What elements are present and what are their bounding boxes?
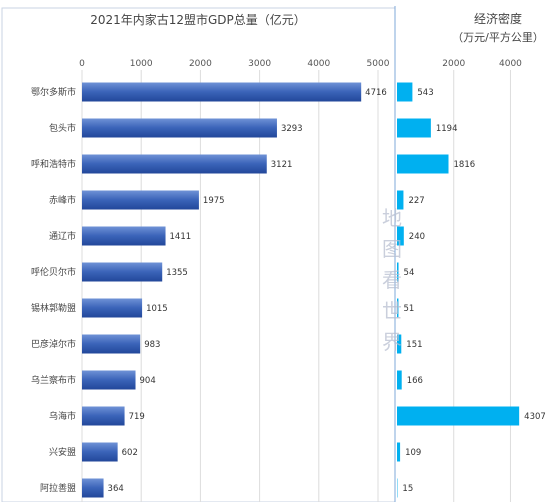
gdp-x-tick-label: 1000 bbox=[130, 59, 153, 69]
gdp-chart-panel: 2021年内家古12盟市GDP总量（亿元） 0 1000 2000 3000 4000 50… bbox=[1, 6, 396, 502]
watermark-char: 看 bbox=[382, 268, 402, 292]
density-data-label: 240 bbox=[409, 232, 425, 242]
gdp-data-label: 1015 bbox=[146, 304, 168, 314]
watermark-char: 图 bbox=[382, 237, 402, 261]
gdp-x-tick-label: 0 bbox=[79, 59, 85, 69]
gdp-bar bbox=[82, 298, 143, 318]
watermark-char: 地 bbox=[382, 206, 402, 230]
watermark-char: 界 bbox=[382, 330, 402, 354]
gdp-data-label: 904 bbox=[140, 376, 156, 386]
gdp-x-tick-label: 4000 bbox=[307, 59, 330, 69]
density-data-label: 151 bbox=[406, 340, 422, 350]
density-data-label: 1194 bbox=[436, 124, 458, 134]
gdp-category-label: 赤峰市 bbox=[49, 194, 76, 206]
density-bar bbox=[397, 370, 402, 390]
gdp-category-label: 呼伦贝尔市 bbox=[31, 266, 76, 278]
density-bar bbox=[397, 154, 449, 174]
gdp-bar bbox=[82, 478, 104, 498]
density-data-label: 227 bbox=[408, 196, 424, 206]
gdp-category-label: 巴彦淖尔市 bbox=[31, 338, 76, 350]
gdp-panel-border bbox=[1, 7, 396, 502]
gdp-data-label: 1975 bbox=[203, 196, 225, 206]
density-bar bbox=[397, 226, 404, 246]
density-bar bbox=[397, 406, 520, 426]
gdp-category-label: 通辽市 bbox=[49, 230, 76, 242]
density-bar bbox=[397, 118, 431, 138]
gdp-data-label: 1355 bbox=[166, 268, 188, 278]
gdp-data-label: 3293 bbox=[281, 124, 303, 134]
density-bar bbox=[397, 262, 399, 282]
density-data-label: 15 bbox=[402, 484, 413, 494]
density-x-tick-label: 4000 bbox=[499, 59, 522, 69]
density-x-tick-label: 2000 bbox=[442, 59, 465, 69]
gdp-category-label: 乌海市 bbox=[49, 410, 76, 422]
density-bar bbox=[397, 190, 404, 210]
gdp-x-tick-label: 2000 bbox=[189, 59, 212, 69]
gdp-data-label: 719 bbox=[129, 412, 145, 422]
gdp-bar bbox=[82, 370, 136, 390]
gdp-bar bbox=[82, 334, 141, 354]
density-data-label: 543 bbox=[417, 88, 433, 98]
density-bar bbox=[397, 82, 413, 102]
density-data-label: 51 bbox=[403, 304, 414, 314]
density-bar bbox=[397, 298, 399, 318]
gdp-bar bbox=[82, 406, 125, 426]
gdp-data-label: 1411 bbox=[170, 232, 192, 242]
density-data-label: 109 bbox=[405, 448, 421, 458]
gdp-category-label: 锡林郭勒盟 bbox=[31, 302, 76, 314]
density-bar bbox=[397, 442, 401, 462]
gdp-category-label: 鄂尔多斯市 bbox=[31, 86, 76, 98]
gdp-category-label: 包头市 bbox=[49, 122, 76, 134]
density-data-label: 54 bbox=[404, 268, 415, 278]
gdp-bar bbox=[82, 190, 199, 210]
gdp-bar bbox=[82, 442, 118, 462]
density-chart-panel: 经济密度 （万元/平方公里） 2000 4000 543 1194 1816 227 240 54… bbox=[397, 11, 546, 502]
gdp-x-tick-label: 3000 bbox=[248, 59, 271, 69]
gdp-category-label: 兴安盟 bbox=[49, 446, 76, 458]
gdp-bar bbox=[82, 226, 166, 246]
gdp-data-label: 3121 bbox=[271, 160, 293, 170]
density-data-label: 1816 bbox=[454, 160, 476, 170]
gdp-category-label: 乌兰察布市 bbox=[31, 374, 76, 386]
watermark-char: 世 bbox=[382, 299, 402, 323]
gdp-data-label: 602 bbox=[122, 448, 138, 458]
gdp-bar bbox=[82, 118, 277, 138]
gdp-bar bbox=[82, 154, 267, 174]
gdp-bar bbox=[82, 82, 362, 102]
gdp-x-tick-label: 5000 bbox=[367, 59, 390, 69]
gdp-data-label: 364 bbox=[108, 484, 124, 494]
density-data-label: 166 bbox=[407, 376, 423, 386]
gdp-category-label: 呼和浩特市 bbox=[31, 158, 76, 170]
gdp-data-label: 4716 bbox=[365, 88, 387, 98]
gdp-category-label: 阿拉善盟 bbox=[40, 482, 76, 494]
gdp-bar bbox=[82, 262, 163, 282]
gdp-chart-title: 2021年内家古12盟市GDP总量（亿元） bbox=[90, 12, 306, 27]
density-chart-title: 经济密度 bbox=[474, 11, 522, 26]
gdp-data-label: 983 bbox=[144, 340, 160, 350]
density-bar bbox=[397, 334, 402, 354]
density-data-label: 4307 bbox=[524, 412, 546, 422]
density-chart-subtitle: （万元/平方公里） bbox=[452, 30, 544, 44]
